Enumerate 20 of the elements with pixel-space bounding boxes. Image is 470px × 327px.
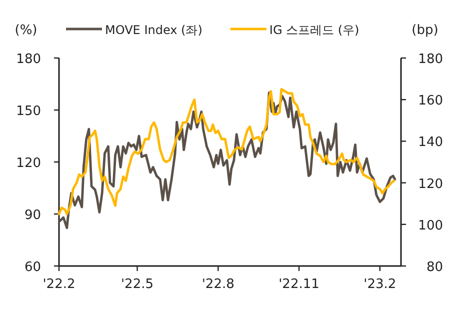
y2-tick-label: 100 <box>418 218 443 234</box>
y-tick-label: 60 <box>24 260 41 275</box>
x-tick-label: '22.8 <box>202 277 234 292</box>
legend-label: MOVE Index (좌) <box>105 23 202 37</box>
x-tick-label: '22.5 <box>120 277 154 292</box>
y2-tick-label: 120 <box>418 176 443 192</box>
y-axis-title: (%) <box>14 23 38 38</box>
legend-label: IG 스프레드 (우) <box>269 23 360 37</box>
y-tick-label: 90 <box>24 208 41 223</box>
y2-tick-label: 160 <box>418 94 443 109</box>
y-tick-label: 120 <box>16 156 41 171</box>
y2-axis-title: (bp) <box>412 23 438 38</box>
y2-tick-label: 80 <box>426 260 443 275</box>
y-tick-label: 150 <box>16 104 41 119</box>
x-tick-label: '22.11 <box>278 277 320 292</box>
x-tick-label: '22.2 <box>42 277 76 292</box>
y-tick-label: 180 <box>16 52 41 67</box>
y2-tick-label: 180 <box>418 52 443 67</box>
y2-tick-label: 140 <box>418 135 443 150</box>
x-tick-label: '23.2 <box>364 277 396 292</box>
